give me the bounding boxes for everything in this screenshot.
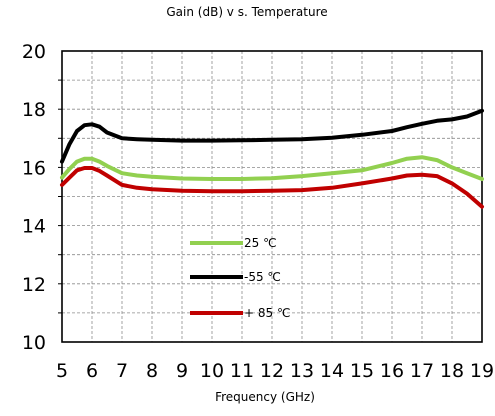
- x-tick-label: 9: [176, 360, 188, 382]
- grid: [58, 51, 482, 342]
- chart-title: Gain (dB) v s. Temperature: [166, 5, 327, 19]
- y-tick-label: 20: [22, 41, 46, 63]
- tick-labels: 5 6 7 8 9 10 11 12 13 14 15 16 17 18 19 10 12 14 16 18 20: [22, 41, 494, 382]
- legend-label-1: 25 ℃: [244, 236, 277, 250]
- x-tick-label: 11: [230, 360, 254, 382]
- y-tick-label: 16: [22, 157, 46, 179]
- series-layer: [60, 108, 484, 209]
- y-tick-label: 10: [22, 332, 46, 354]
- series-line-2: [60, 108, 484, 164]
- y-tick-label: 18: [22, 99, 46, 121]
- x-tick-label: 5: [56, 360, 68, 382]
- x-tick-label: 12: [260, 360, 284, 382]
- series-line-3: [60, 166, 484, 209]
- x-tick-label: 15: [350, 360, 374, 382]
- x-axis-label: Frequency (GHz): [215, 390, 315, 404]
- legend-label-2: -55 ℃: [244, 270, 281, 284]
- x-tick-label: 18: [440, 360, 464, 382]
- x-tick-label: 7: [116, 360, 128, 382]
- x-tick-label: 10: [200, 360, 224, 382]
- x-tick-label: 16: [380, 360, 404, 382]
- x-tick-label: 19: [470, 360, 494, 382]
- y-tick-label: 14: [22, 216, 46, 238]
- x-tick-label: 8: [146, 360, 158, 382]
- legend: 25 ℃ -55 ℃ + 85 ℃: [190, 236, 290, 320]
- legend-label-3: + 85 ℃: [244, 306, 290, 320]
- x-tick-label: 13: [290, 360, 314, 382]
- x-tick-label: 14: [320, 360, 344, 382]
- y-tick-label: 12: [22, 274, 46, 296]
- x-tick-label: 6: [86, 360, 98, 382]
- x-tick-label: 17: [410, 360, 434, 382]
- plot-area-border: [61, 50, 483, 343]
- series-line-1: [60, 155, 484, 181]
